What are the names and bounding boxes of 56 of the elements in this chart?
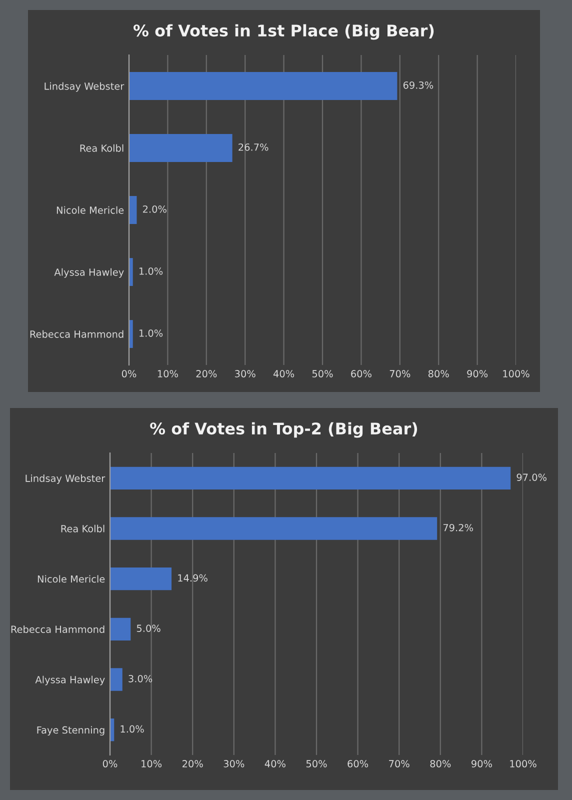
bar — [110, 618, 131, 640]
data-label: 69.3% — [403, 81, 434, 89]
x-tick-label: 80% — [430, 760, 451, 768]
data-label: 3.0% — [128, 674, 152, 682]
data-label: 1.0% — [120, 725, 144, 733]
data-label: 1.0% — [139, 267, 163, 275]
y-tick-label: Rebecca Hammond — [30, 330, 124, 338]
data-label: 14.9% — [178, 574, 208, 582]
x-tick-label: 90% — [472, 760, 492, 768]
bar — [110, 466, 511, 490]
x-tick-label: 10% — [158, 370, 178, 378]
data-label: 2.0% — [143, 205, 166, 213]
x-tick-label: 100% — [510, 760, 536, 768]
x-tick-label: 40% — [273, 370, 294, 378]
x-tick-label: 80% — [428, 370, 449, 378]
x-tick-label: 50% — [312, 370, 333, 378]
bar — [129, 134, 232, 162]
bar — [110, 517, 438, 540]
data-label: 1.0% — [139, 329, 163, 337]
data-label: 97.0% — [516, 474, 547, 481]
x-tick-label: 0% — [102, 760, 118, 768]
x-tick-label: 10% — [142, 760, 162, 768]
x-tick-label: 60% — [351, 370, 372, 378]
y-tick-label: Faye Stenning — [37, 726, 104, 736]
chart-title: % of Votes in Top-2 (Big Bear) — [150, 422, 418, 438]
x-tick-label: 70% — [390, 370, 410, 378]
y-tick-label: Lindsay Webster — [26, 474, 106, 484]
x-tick-label: 70% — [389, 760, 410, 768]
bar — [110, 568, 172, 590]
x-tick-label: 50% — [306, 760, 327, 768]
y-tick-label: Rea Kolbl — [61, 524, 104, 532]
x-tick-label: 20% — [196, 370, 217, 378]
x-tick-label: 30% — [235, 370, 256, 378]
x-tick-label: 60% — [348, 760, 368, 768]
x-tick-label: 0% — [122, 370, 136, 378]
bar — [129, 320, 133, 348]
y-tick-label: Alyssa Hawley — [35, 676, 105, 686]
data-label: 79.2% — [443, 524, 473, 532]
bar — [129, 72, 398, 100]
bar — [110, 668, 122, 691]
data-label: 5.0% — [136, 624, 160, 632]
y-tick-label: Nicole Mericle — [38, 575, 105, 583]
y-tick-label: Rebecca Hammond — [11, 625, 104, 633]
x-tick-label: 90% — [467, 370, 488, 378]
data-label: 26.7% — [238, 143, 268, 151]
bar — [129, 258, 133, 286]
y-tick-label: Rea Kolbl — [80, 144, 124, 152]
x-tick-label: 100% — [503, 370, 530, 378]
y-tick-label: Nicole Mericle — [56, 206, 124, 214]
y-tick-label: Lindsay Webster — [44, 82, 124, 92]
x-tick-label: 40% — [264, 760, 286, 768]
bar — [129, 196, 137, 224]
x-tick-label: 30% — [224, 760, 244, 768]
x-tick-label: 20% — [182, 760, 203, 768]
chart-title: % of Votes in 1st Place (Big Bear) — [134, 24, 434, 40]
y-tick-label: Alyssa Hawley — [54, 268, 124, 278]
